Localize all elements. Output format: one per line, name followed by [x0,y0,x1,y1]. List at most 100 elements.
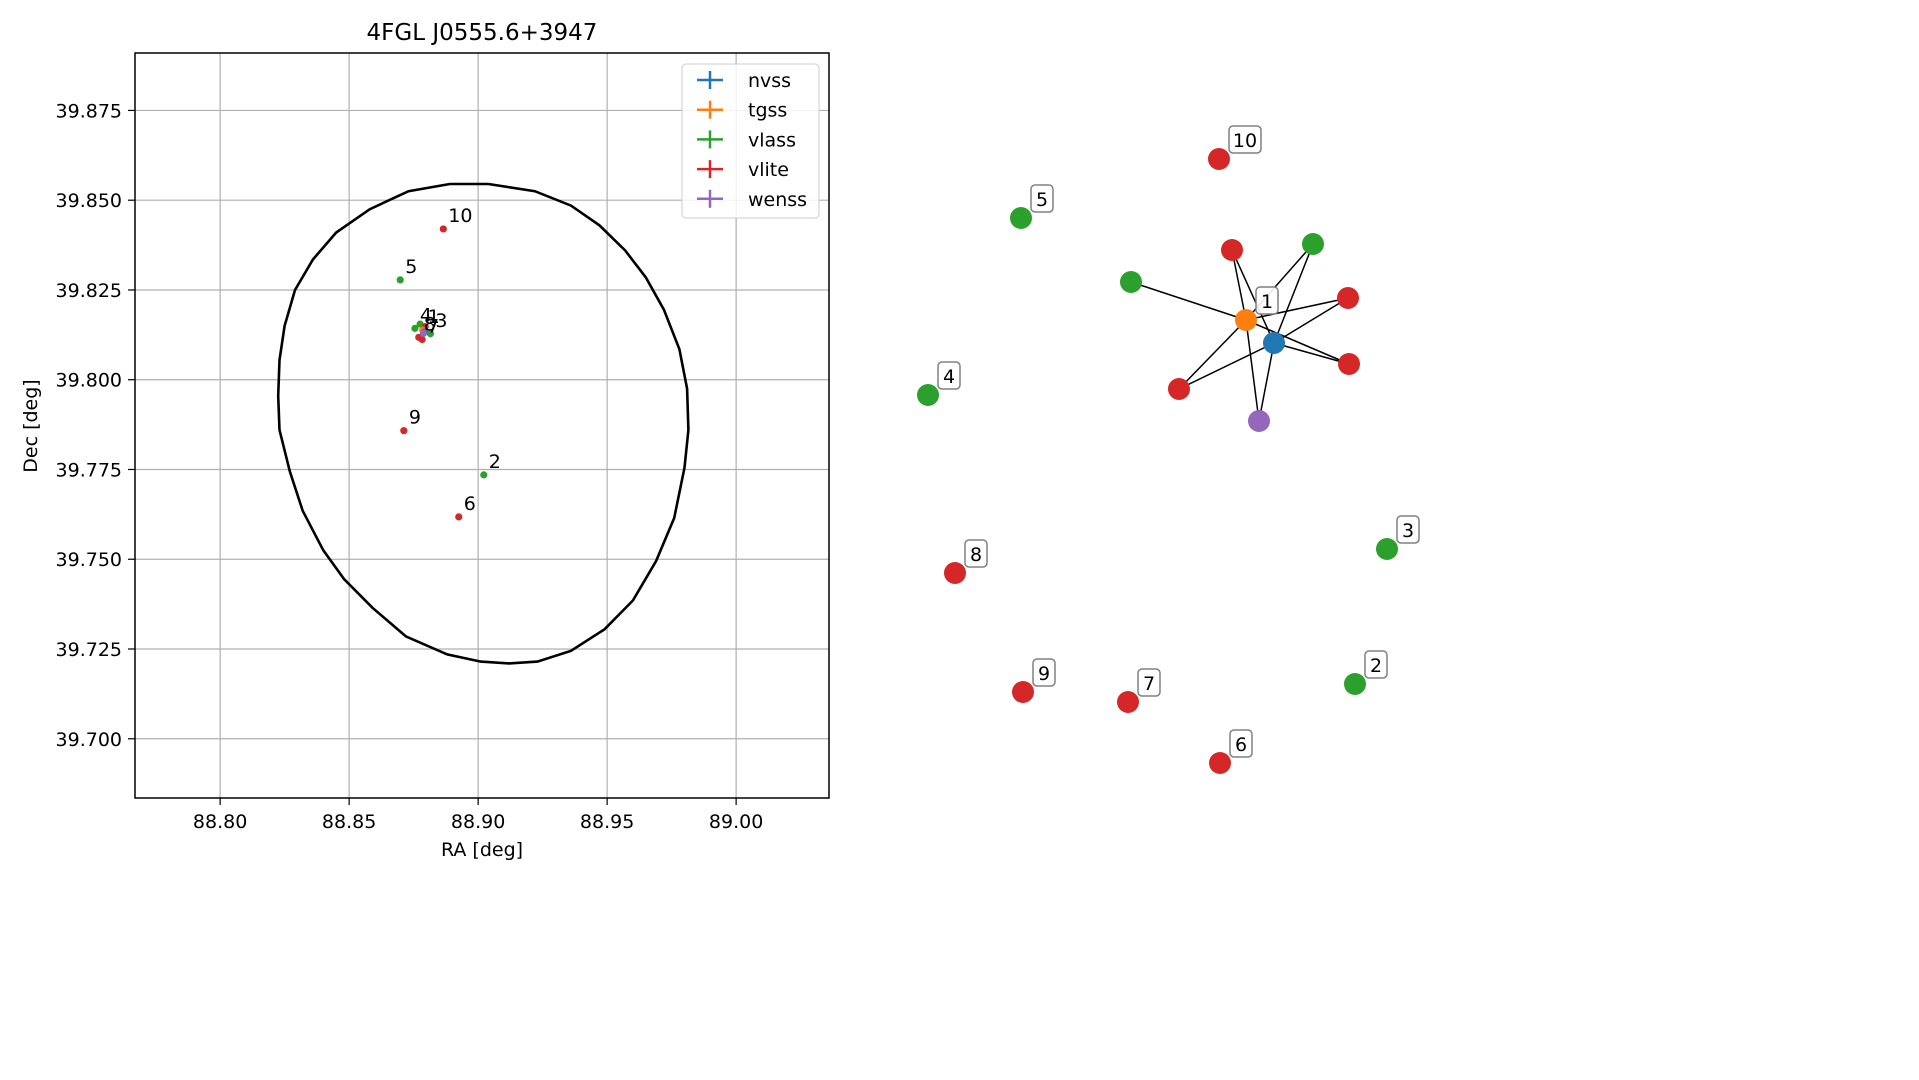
node-label-box [1032,658,1056,687]
graph-edge [1231,249,1275,344]
x-tick-label: 88.95 [580,811,634,833]
y-axis-label: Dec [deg] [20,379,42,472]
data-point-vlass [426,330,435,338]
data-point-vlite [400,427,408,435]
chart-title: 4FGL J0555.6+3947 [367,20,598,46]
node-label-box [1030,184,1054,213]
point-label: 8 [424,313,436,335]
graph-edge [1178,319,1247,390]
x-tick-label: 88.90 [451,811,505,833]
graph-node-vlite [1338,353,1360,375]
y-tick-label: 39.875 [56,100,122,122]
network-graph: 10 5 4 3 8 2 9 7 6 1 [917,125,1420,774]
legend-label-nvss: nvss [748,70,791,92]
graph-node-vlite [1117,691,1139,713]
graph-edge [1273,243,1314,344]
node-label: 3 [1402,520,1414,542]
graph-edge [1245,319,1260,422]
node-label-box [1229,729,1253,758]
graph-edge [1130,281,1247,321]
node-label: 1 [1261,291,1273,313]
node-label-box [937,361,961,390]
graph-edge [1258,342,1275,422]
graph-node-tgss [1235,309,1257,331]
point-label: 9 [409,407,421,429]
legend-label-tgss: tgss [748,100,787,122]
node-label: 9 [1038,663,1050,685]
graph-node-vlite [1208,148,1230,170]
node-label-box [1364,650,1388,679]
x-tick-label: 88.85 [322,811,376,833]
ellipse-outline [276,182,690,665]
legend-label-vlite: vlite [748,159,789,181]
graph-node-labels: 10 5 4 3 8 2 9 7 6 1 [937,125,1420,758]
point-label: 4 [420,304,432,326]
graph-node-vlite [1337,287,1359,309]
y-tick-label: 39.775 [56,459,122,481]
node-label-box [1396,515,1420,544]
plot-frame [134,52,830,799]
node-label: 6 [1235,734,1247,756]
graph-node-vlite [944,562,966,584]
uncertainty-ellipse [276,182,690,665]
graph-node-vlite [1168,378,1190,400]
data-point-vlite [418,335,426,344]
data-point-vlite [439,225,447,233]
legend: nvss tgss vlass vlite wenss [681,63,820,219]
node-label: 7 [1143,673,1155,695]
x-tick-label: 89.00 [709,811,763,833]
graph-edge [1273,297,1349,344]
data-point-wenss [419,329,428,338]
graph-node-vlite [1209,752,1231,774]
graph-node-wenss [1248,410,1270,432]
legend-box [681,63,820,219]
node-label: 4 [943,366,955,388]
graph-node-vlass [1120,271,1142,293]
node-label-box [1228,125,1262,154]
graph-node-vlass [917,384,939,406]
y-tick-label: 39.750 [56,549,122,571]
x-tick-label: 88.80 [193,811,247,833]
graph-node-nvss [1263,332,1285,354]
y-tick-label: 39.850 [56,190,122,212]
graph-node-vlass [1302,233,1324,255]
node-label-box [1137,668,1161,697]
node-label: 2 [1370,655,1382,677]
point-label: 1 [428,306,440,328]
x-axis-label: RA [deg] [441,839,523,861]
graph-node-vlass [1010,207,1032,229]
point-label: 7 [427,316,439,338]
point-label: 2 [489,451,501,473]
source-points [396,225,488,521]
legend-label-vlass: vlass [748,129,796,151]
node-label-box [964,539,988,568]
node-label-box [1255,286,1279,315]
data-point-vlass [396,276,404,284]
graph-node-vlite [1221,239,1243,261]
legend-label-wenss: wenss [748,189,807,211]
grid [135,53,829,798]
y-tick-label: 39.725 [56,639,122,661]
point-label: 10 [448,205,472,227]
graph-edge [1245,297,1349,321]
y-tick-label: 39.825 [56,280,122,302]
graph-node-vlass [1376,538,1398,560]
graph-node-vlass [1344,673,1366,695]
node-label: 8 [970,544,982,566]
node-label: 5 [1036,189,1048,211]
graph-edge [1273,342,1350,365]
data-point-vlass [411,324,419,332]
graph-nodes [917,148,1398,774]
graph-edge [1231,249,1247,321]
data-point-vlass [480,471,488,479]
node-label: 10 [1233,130,1257,152]
point-label: 6 [464,493,476,515]
point-label: 3 [435,310,447,332]
graph-edges [1130,243,1350,422]
y-tick-label: 39.700 [56,729,122,751]
y-tick-label: 39.800 [56,370,122,392]
y-axis-ticks: 39.700 39.725 39.750 39.775 39.800 39.825 39.8… [56,100,135,751]
